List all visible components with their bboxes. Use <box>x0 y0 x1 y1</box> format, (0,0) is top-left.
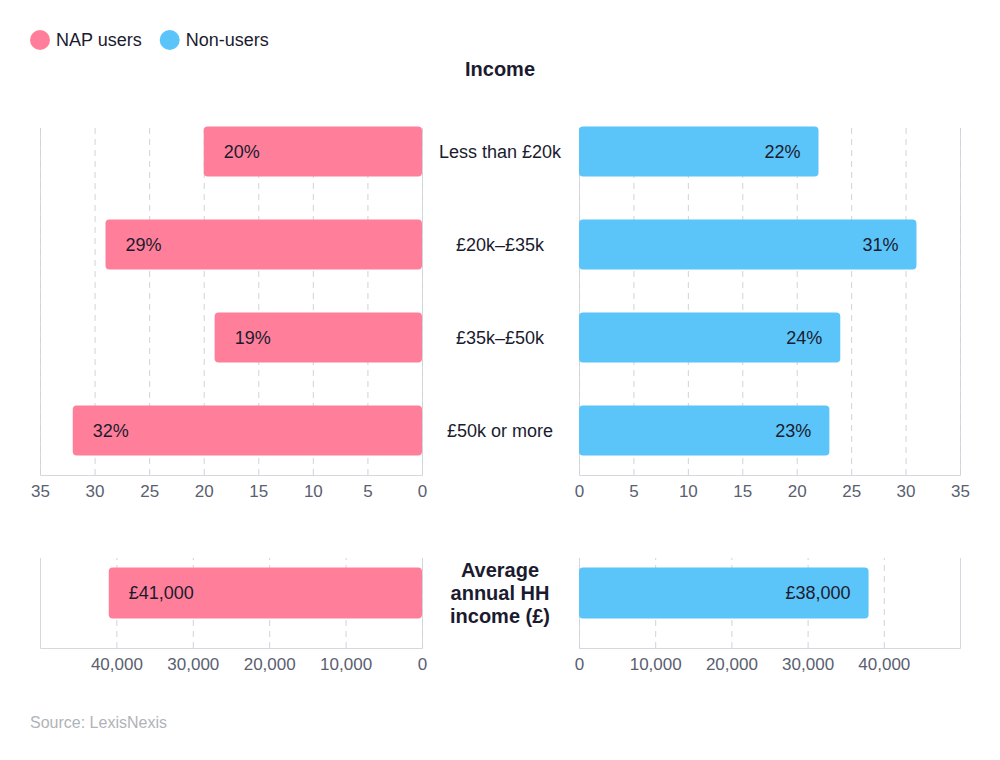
bar <box>579 567 869 618</box>
data-labels-right: 22% 31% 24% 23% <box>764 142 898 441</box>
data-label: 22% <box>764 142 800 162</box>
tick-label: 30 <box>897 482 916 501</box>
legend: NAP users Non-users <box>30 30 269 50</box>
grid-line <box>422 128 423 475</box>
bar <box>579 219 916 269</box>
category-label: Averageannual HHincome (£) <box>450 559 550 627</box>
bars-right <box>579 126 916 455</box>
x-axis-right: 0 5 10 15 20 25 30 35 <box>575 128 970 501</box>
bar <box>579 312 840 362</box>
category-labels: Less than £20k £20k–£35k £35k–£50k £50k or … <box>439 142 562 441</box>
tick-label: 5 <box>363 482 372 501</box>
x-axis-right: 0 10,000 20,000 30,000 40,000 <box>575 558 961 674</box>
data-labels-left: £41,000 <box>129 583 194 603</box>
bar <box>204 126 422 176</box>
tick-label: 15 <box>733 482 752 501</box>
data-label: 32% <box>93 421 129 441</box>
data-label: 31% <box>862 235 898 255</box>
tick-label: 35 <box>31 482 50 501</box>
tick-label: 10 <box>304 482 323 501</box>
grid-line <box>906 128 907 475</box>
tick-label: 0 <box>575 655 584 674</box>
tick-label: 0 <box>575 482 584 501</box>
bars-left <box>109 567 422 618</box>
source-note: Source: LexisNexis <box>30 714 167 731</box>
x-axis-left: 0 5 10 15 20 25 30 35 <box>31 128 427 501</box>
data-labels-left: 20% 29% 19% 32% <box>93 142 271 441</box>
bar <box>73 405 422 455</box>
grid-line <box>851 128 852 475</box>
data-label: 24% <box>786 328 822 348</box>
tick: 25 <box>842 128 861 501</box>
category-labels: Averageannual HHincome (£) <box>450 559 550 627</box>
tick-label: 20,000 <box>244 655 296 674</box>
category-label: £20k–£35k <box>456 235 545 255</box>
data-label: 20% <box>224 142 260 162</box>
chart-title: Income <box>465 58 535 80</box>
data-labels-right: £38,000 <box>785 583 850 603</box>
chart-svg: Income 0 5 10 15 20 25 30 35 0 5 10 15 20 25 30 35 20% 29%… <box>0 0 1000 760</box>
tick-label: 30,000 <box>782 655 834 674</box>
grid-line <box>960 128 961 475</box>
bar <box>109 567 422 618</box>
tick: 35 <box>31 128 50 501</box>
tick-label: 10 <box>679 482 698 501</box>
data-label: £38,000 <box>785 583 850 603</box>
data-label: £41,000 <box>129 583 194 603</box>
tick: 30 <box>897 128 916 501</box>
axis-line <box>580 558 961 649</box>
tick-label: 20 <box>788 482 807 501</box>
data-label: 23% <box>775 421 811 441</box>
data-label: 19% <box>235 328 271 348</box>
chart-1: 0 10,000 20,000 30,000 40,000 0 10,000 20,000 30… <box>41 558 961 674</box>
axis-line <box>41 558 423 649</box>
grid-line <box>40 128 41 475</box>
bar <box>215 312 422 362</box>
tick-label: 20 <box>195 482 214 501</box>
tick-label: 40,000 <box>91 655 143 674</box>
category-label: £35k–£50k <box>456 328 545 348</box>
category-label: Less than £20k <box>439 142 562 162</box>
axis-line <box>41 128 423 476</box>
legend-item: Non-users <box>160 30 269 50</box>
legend-label: NAP users <box>56 30 142 50</box>
tick-label: 25 <box>842 482 861 501</box>
tick-label: 0 <box>418 655 427 674</box>
tick-label: 30 <box>86 482 105 501</box>
bars-right <box>579 567 869 618</box>
bar <box>579 405 829 455</box>
category-label: £50k or more <box>447 421 553 441</box>
legend-swatch <box>160 30 180 50</box>
legend-swatch <box>30 30 50 50</box>
tick-label: 10,000 <box>630 655 682 674</box>
tick-label: 40,000 <box>858 655 910 674</box>
tick-label: 0 <box>418 482 427 501</box>
grid-line <box>884 558 885 648</box>
tick-label: 5 <box>629 482 638 501</box>
tick-label: 20,000 <box>706 655 758 674</box>
tick-label: 10,000 <box>320 655 372 674</box>
tick: 35 <box>951 128 970 501</box>
axis-line <box>580 128 961 476</box>
legend-item: NAP users <box>30 30 142 50</box>
chart-0: Income 0 5 10 15 20 25 30 35 0 5 10 15 20 25 30 35 20% 29%… <box>31 58 970 501</box>
tick-label: 30,000 <box>167 655 219 674</box>
bar <box>105 219 422 269</box>
legend-label: Non-users <box>186 30 269 50</box>
data-label: 29% <box>125 235 161 255</box>
tick-label: 15 <box>249 482 268 501</box>
bars-left <box>73 126 422 455</box>
bar <box>579 126 818 176</box>
tick-label: 35 <box>951 482 970 501</box>
chart-root: Income 0 5 10 15 20 25 30 35 0 5 10 15 20 25 30 35 20% 29%… <box>0 0 1000 760</box>
x-axis-left: 0 10,000 20,000 30,000 40,000 <box>41 558 428 674</box>
tick-label: 25 <box>140 482 159 501</box>
grid-line <box>422 558 423 648</box>
